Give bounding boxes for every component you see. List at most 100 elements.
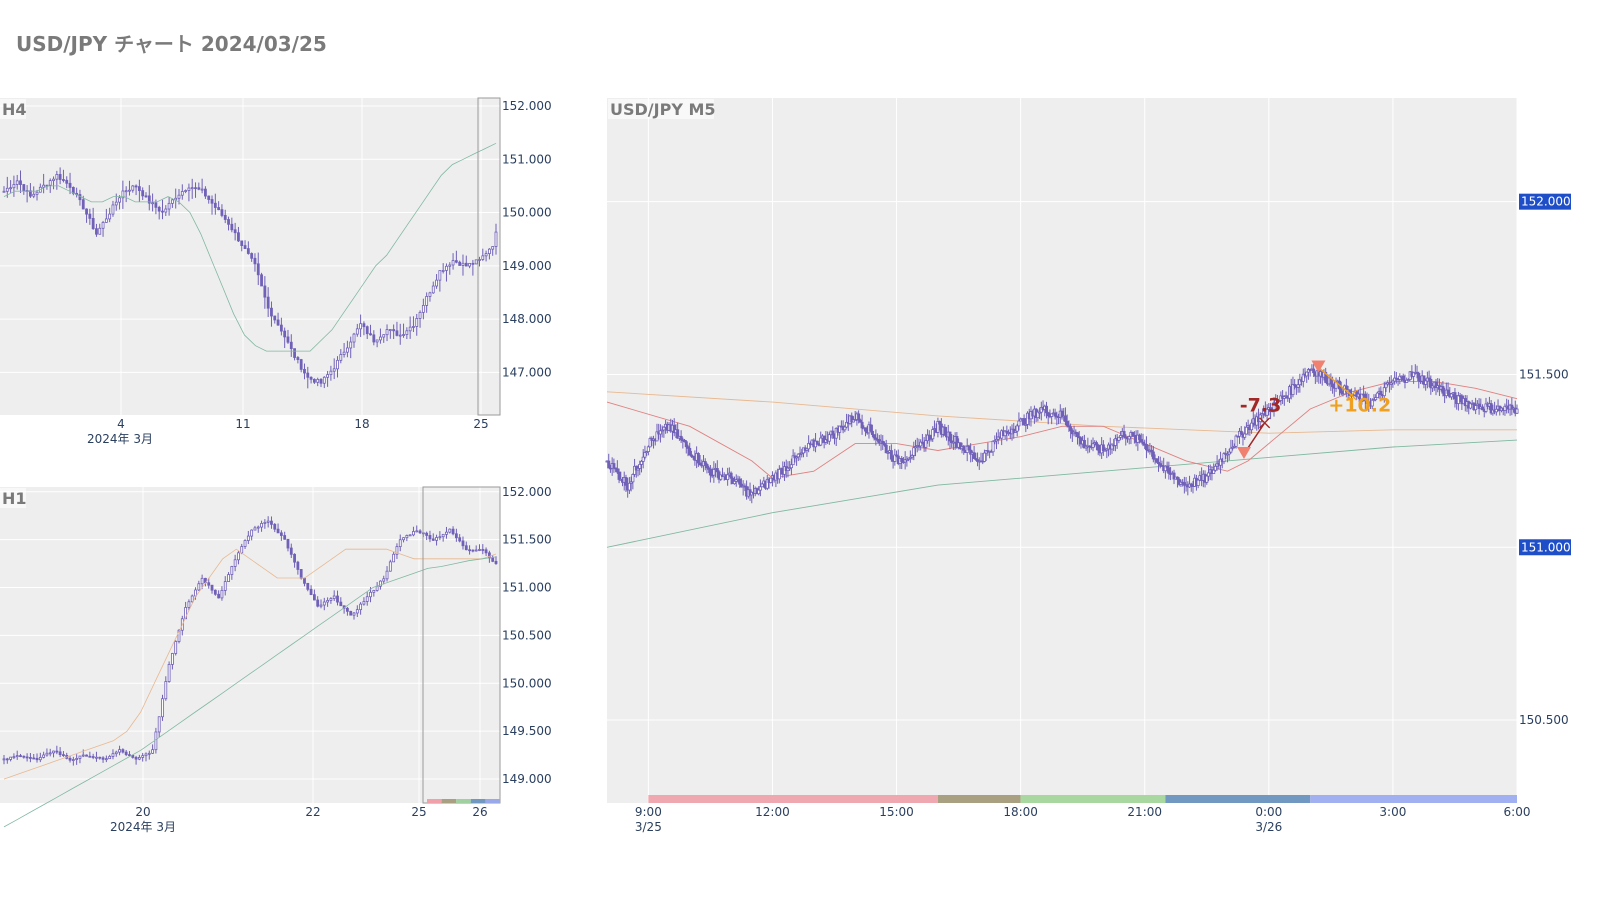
candle-body bbox=[233, 229, 237, 234]
candle-body bbox=[233, 559, 237, 567]
candle-body bbox=[85, 208, 88, 215]
session-bar-segment bbox=[441, 799, 457, 803]
candle-body bbox=[355, 609, 359, 614]
candle-body bbox=[58, 174, 62, 180]
candle-body bbox=[658, 430, 662, 435]
candle-body bbox=[421, 305, 425, 313]
candle-body bbox=[319, 379, 323, 384]
candle-body bbox=[1196, 479, 1200, 486]
candle-body bbox=[662, 426, 666, 431]
x-tick-label: 4 bbox=[117, 417, 125, 431]
candle-body bbox=[369, 333, 372, 336]
exit-marker bbox=[1259, 417, 1271, 429]
candle-body bbox=[1370, 399, 1374, 407]
candle-body bbox=[972, 452, 976, 459]
candle-body bbox=[405, 535, 409, 539]
candle-body bbox=[398, 334, 402, 337]
x-date-label: 3/25 bbox=[635, 820, 662, 834]
candle-body bbox=[1050, 413, 1054, 417]
candle-body bbox=[451, 528, 455, 535]
candle-body bbox=[303, 368, 306, 374]
candle-body bbox=[869, 424, 873, 432]
candle-body bbox=[819, 437, 823, 446]
candle-body bbox=[55, 174, 59, 180]
candle-body bbox=[1270, 409, 1274, 413]
candle-body bbox=[461, 262, 465, 266]
candle-body bbox=[1015, 425, 1019, 432]
candle-body bbox=[1298, 379, 1302, 386]
candle-body bbox=[332, 595, 336, 599]
h1-chart[interactable]: 152.000 151.500 151.000 150.500 150.000 149.5… bbox=[0, 485, 552, 834]
session-bar-segment bbox=[427, 799, 442, 803]
candle-body bbox=[270, 307, 273, 317]
candle-body bbox=[1424, 380, 1428, 385]
candle-body bbox=[707, 467, 711, 470]
candle-body bbox=[494, 560, 498, 564]
candle-body bbox=[286, 538, 290, 549]
candle-body bbox=[791, 455, 795, 466]
candle-body bbox=[1189, 483, 1193, 486]
candle-body bbox=[1065, 421, 1069, 427]
candle-body bbox=[385, 570, 389, 580]
candle-body bbox=[679, 435, 683, 441]
candle-body bbox=[1163, 465, 1167, 472]
candle-body bbox=[1222, 453, 1226, 463]
candle-body bbox=[256, 526, 260, 529]
candle-body bbox=[12, 756, 16, 759]
candle-body bbox=[1151, 451, 1155, 460]
candle-body bbox=[355, 328, 359, 335]
candle-body bbox=[1265, 408, 1269, 416]
candle-body bbox=[655, 431, 659, 442]
x-date-label: 3/26 bbox=[1255, 820, 1282, 834]
candle-body bbox=[227, 219, 230, 225]
x-tick-label: 18:00 bbox=[1003, 805, 1038, 819]
candle-body bbox=[924, 440, 928, 448]
y-tick-label: 151.000 bbox=[1521, 540, 1571, 554]
candle-body bbox=[951, 441, 955, 444]
m5-chart[interactable]: 152.000 151.500 151.000 150.500 9:00 12:00 15:… bbox=[605, 98, 1571, 834]
candle-body bbox=[104, 218, 108, 223]
candle-body bbox=[1412, 372, 1416, 377]
candle-body bbox=[12, 184, 16, 189]
candle-body bbox=[131, 185, 135, 191]
candle-body bbox=[938, 421, 942, 425]
candle-body bbox=[627, 482, 631, 491]
candle-body bbox=[42, 184, 46, 188]
candle-body bbox=[688, 447, 692, 456]
candle-body bbox=[903, 459, 907, 463]
candle-body bbox=[1096, 444, 1100, 451]
candle-body bbox=[1038, 411, 1042, 414]
candle-body bbox=[19, 180, 22, 185]
candle-body bbox=[137, 186, 141, 192]
candle-body bbox=[336, 359, 339, 370]
candle-body bbox=[81, 199, 85, 210]
candle-body bbox=[777, 468, 781, 480]
candle-body bbox=[719, 474, 723, 480]
candle-body bbox=[342, 351, 346, 355]
y-tick-label: 147.000 bbox=[502, 365, 552, 379]
candle-body bbox=[240, 240, 244, 246]
candle-body bbox=[121, 190, 125, 199]
candle-body bbox=[283, 330, 287, 338]
candle-body bbox=[1069, 426, 1073, 432]
candle-body bbox=[35, 757, 39, 761]
candle-body bbox=[1277, 400, 1281, 402]
candle-body bbox=[5, 758, 9, 761]
candle-body bbox=[481, 549, 485, 551]
candle-body bbox=[22, 184, 26, 191]
h4-chart[interactable]: 152.000 151.000 150.000 149.000 148.000 147.0… bbox=[0, 97, 552, 446]
candle-body bbox=[316, 599, 320, 607]
candle-body bbox=[1229, 447, 1233, 453]
candle-body bbox=[151, 749, 154, 754]
candle-body bbox=[454, 260, 458, 263]
candle-body bbox=[827, 434, 831, 442]
candle-body bbox=[42, 754, 46, 758]
candle-body bbox=[223, 581, 227, 591]
candle-body bbox=[220, 589, 224, 599]
y-tick-label: 152.000 bbox=[1521, 195, 1571, 209]
candle-body bbox=[631, 474, 635, 483]
candle-body bbox=[1446, 389, 1450, 394]
candle-body bbox=[893, 454, 897, 462]
candle-body bbox=[207, 582, 211, 586]
candle-body bbox=[48, 180, 52, 186]
